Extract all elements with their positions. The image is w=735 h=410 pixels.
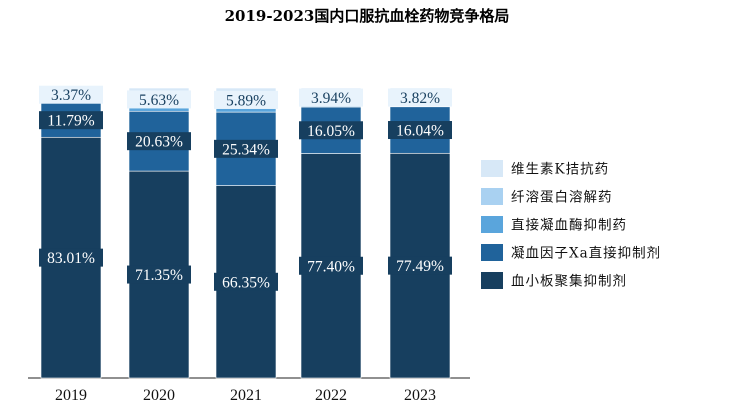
data-label: 77.49% (396, 258, 444, 275)
data-label-box (214, 272, 278, 291)
data-label: 3.82% (400, 90, 440, 107)
x-tick-label: 2022 (315, 387, 347, 404)
legend-label: 凝血因子Xa直接抑制剂 (511, 245, 661, 262)
x-tick-label: 2020 (143, 387, 175, 404)
legend-label: 纤溶蛋白溶解药 (511, 190, 613, 206)
data-label: 5.63% (139, 92, 179, 109)
data-label: 77.40% (307, 258, 355, 275)
legend-label: 维生素K拮抗药 (511, 162, 609, 178)
legend-swatch (481, 244, 503, 261)
data-label: 3.94% (311, 90, 351, 107)
data-label-box (388, 256, 452, 275)
bar-segment (215, 87, 277, 92)
data-label-box (388, 88, 452, 107)
data-label-box (214, 139, 278, 158)
data-label: 25.34% (222, 141, 270, 158)
data-label-box (388, 121, 452, 140)
data-label-box (39, 248, 103, 267)
data-label: 83.01% (47, 250, 95, 267)
data-label: 66.35% (222, 274, 270, 291)
x-tick-label: 2021 (230, 387, 262, 404)
legend-swatch (481, 188, 503, 205)
legend-label: 直接凝血酶抑制药 (511, 217, 627, 234)
data-label-box (299, 88, 363, 107)
data-label: 71.35% (135, 267, 183, 284)
data-label-box (39, 111, 103, 130)
data-label-box (299, 256, 363, 275)
data-label-box (214, 90, 278, 109)
legend-swatch (481, 272, 503, 289)
data-label-box (127, 90, 191, 109)
legend-swatch (481, 160, 503, 177)
data-label: 16.05% (307, 123, 355, 140)
legend-label: 血小板聚集抑制剂 (511, 274, 627, 290)
data-label-box (39, 85, 103, 104)
x-tick-label: 2023 (404, 387, 436, 404)
data-label: 11.79% (47, 113, 94, 130)
x-tick-labels-group: 2019 2020 2021 2022 2023 (55, 387, 436, 404)
x-tick-label: 2019 (55, 387, 87, 404)
data-label: 5.89% (226, 92, 266, 109)
legend: 维生素K拮抗药纤溶蛋白溶解药直接凝血酶抑制药凝血因子Xa直接抑制剂血小板聚集抑制… (481, 160, 661, 290)
legend-swatch (481, 216, 503, 233)
data-labels-group: 83.01% 11.79% 3.37% 71.35% 20.63% 5.63% 66.35%… (39, 85, 452, 291)
data-label-box (127, 265, 191, 284)
data-label-box (127, 132, 191, 151)
data-label-box (299, 121, 363, 140)
chart-title: 2019-2023国内口服抗血栓药物竞争格局 (225, 7, 510, 25)
data-label: 3.37% (51, 87, 91, 104)
data-label: 20.63% (135, 134, 183, 151)
data-label: 16.04% (396, 123, 444, 140)
